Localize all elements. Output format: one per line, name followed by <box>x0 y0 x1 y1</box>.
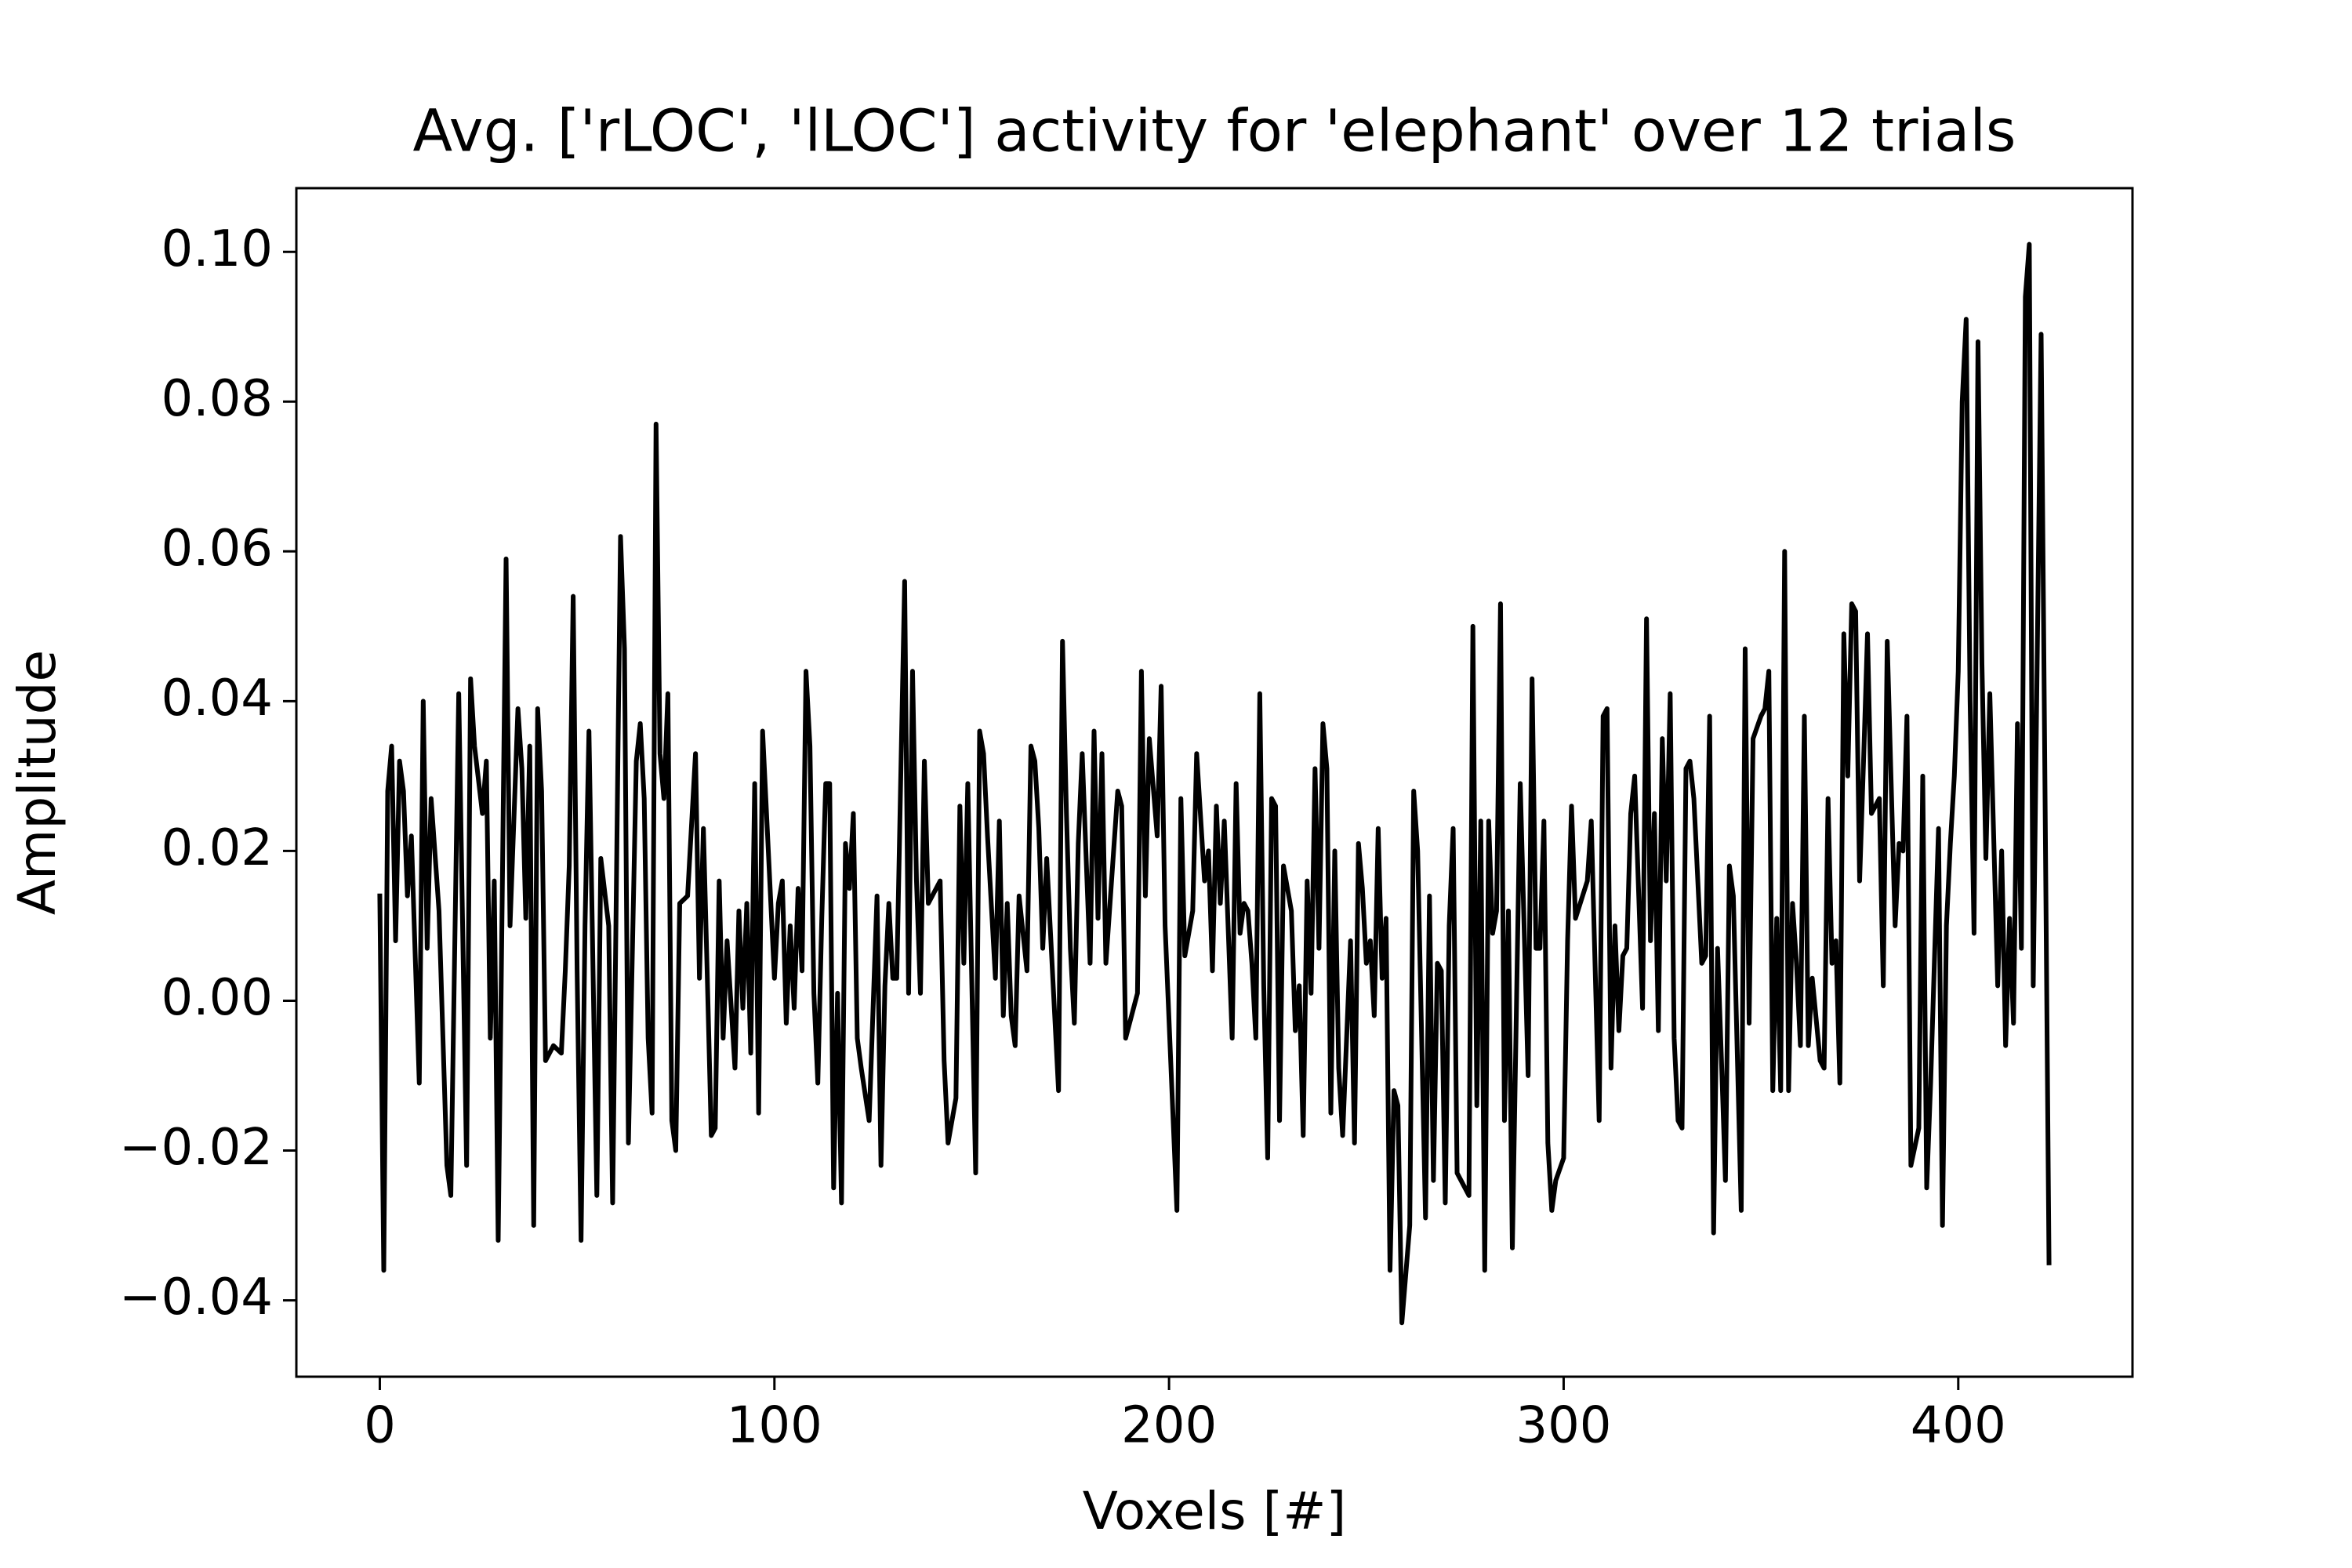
x-axis-label: Voxels [#] <box>1083 1481 1347 1541</box>
plot-frame <box>295 187 2134 1378</box>
y-tick-label: 0.10 <box>162 220 274 278</box>
y-tick-label: 0.04 <box>162 670 274 728</box>
y-tick-label: 0.08 <box>162 370 274 428</box>
y-tick-label: 0.02 <box>162 819 274 877</box>
chart-title: Avg. ['rLOC', 'lLOC'] activity for 'elep… <box>413 98 2016 165</box>
y-tick-label: 0.06 <box>162 520 274 578</box>
data-line <box>377 241 2052 1326</box>
y-tick-label: 0.00 <box>162 969 274 1027</box>
x-tick-label: 0 <box>364 1397 396 1455</box>
x-tick-label: 100 <box>727 1397 822 1455</box>
x-tick-label: 400 <box>1911 1397 2006 1455</box>
y-tick-label: −0.04 <box>119 1269 273 1327</box>
x-tick-label: 200 <box>1121 1397 1217 1455</box>
x-tick-label: 300 <box>1515 1397 1611 1455</box>
y-tick-label: −0.02 <box>119 1119 273 1177</box>
y-axis-label: Amplitude <box>7 650 67 915</box>
